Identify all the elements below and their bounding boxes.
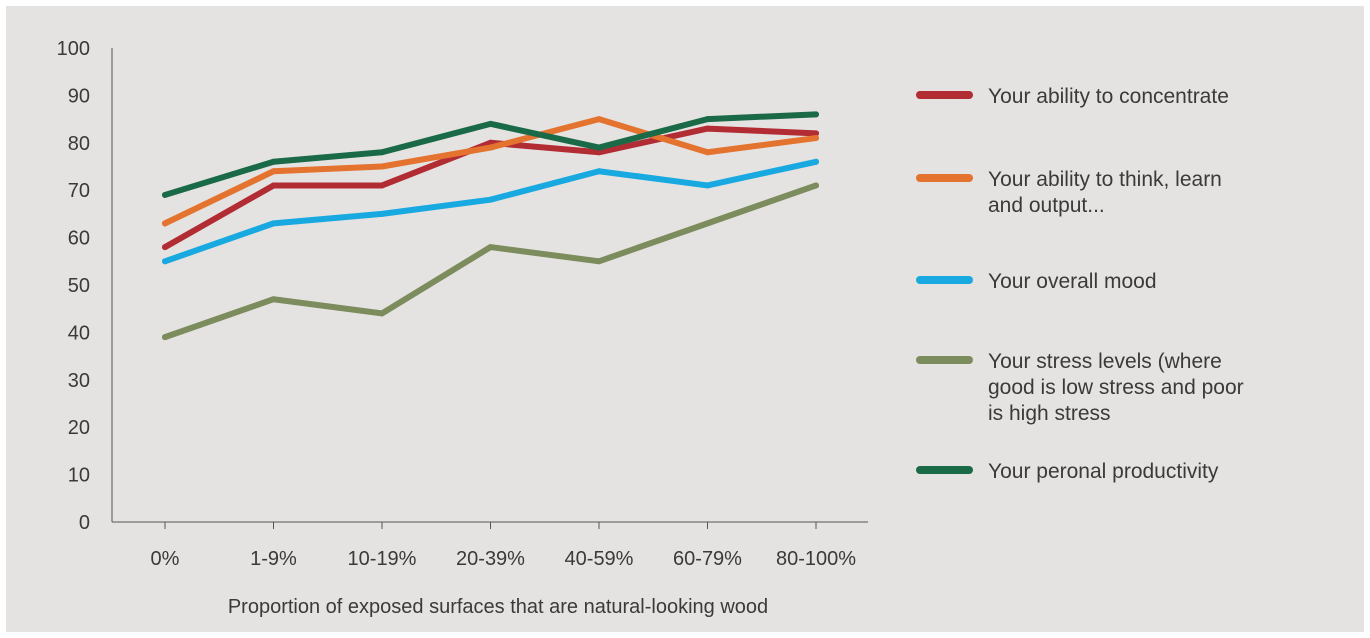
data-point: [596, 149, 602, 156]
data-point: [596, 116, 602, 123]
axes: 0 10 20 30 40 50 60 70 80 90 100 0% 1-9% 10-19% 20-39%…: [57, 38, 868, 570]
data-point: [270, 168, 277, 175]
x-axis-title: Proportion of exposed surfaces that are …: [228, 596, 768, 618]
data-point: [704, 182, 711, 189]
y-tick-label: 30: [68, 370, 90, 392]
y-tick-label: 10: [68, 465, 90, 487]
data-point: [379, 163, 385, 170]
line-chart: 0 10 20 30 40 50 60 70 80 90 100 0% 1-9% 10-19% 20-39%…: [57, 38, 1244, 618]
x-tick-label: 10-19%: [348, 548, 417, 570]
y-tick-label: 80: [68, 133, 90, 155]
series-line-4: [162, 182, 819, 341]
y-tick-label: 20: [68, 417, 90, 439]
x-tick-label: 40-59%: [565, 548, 634, 570]
data-point: [487, 120, 494, 127]
y-tick-label: 70: [68, 180, 90, 202]
data-point: [379, 149, 385, 156]
data-point: [487, 196, 494, 203]
x-tick-label: 20-39%: [456, 548, 525, 570]
data-point: [813, 182, 819, 189]
data-point: [704, 125, 711, 132]
data-point: [487, 244, 494, 251]
data-point: [162, 244, 168, 251]
series-lines: [162, 111, 819, 341]
data-point: [813, 135, 819, 142]
data-point: [704, 220, 711, 227]
data-point: [379, 210, 385, 217]
legend-label: is high stress: [988, 402, 1111, 425]
legend-label: Your peronal productivity: [988, 460, 1219, 483]
legend-item: Your peronal productivity: [916, 460, 1219, 483]
data-point: [487, 144, 494, 151]
y-tick-label: 0: [79, 512, 90, 534]
data-point: [704, 116, 711, 123]
y-tick-label: 90: [68, 85, 90, 107]
y-tick-label: 60: [68, 228, 90, 250]
y-tick-label: 40: [68, 322, 90, 344]
legend-label: Your ability to concentrate: [988, 85, 1229, 108]
legend-label: Your ability to think, learn: [988, 168, 1222, 191]
legend-item: Your stress levels (where good is low str…: [916, 350, 1244, 425]
data-point: [813, 130, 819, 137]
data-point: [162, 258, 168, 265]
x-tick-label: 0%: [151, 548, 180, 570]
data-point: [162, 220, 168, 227]
data-point: [270, 182, 277, 189]
data-point: [379, 182, 385, 189]
data-point: [270, 220, 277, 227]
y-tick-label: 50: [68, 275, 90, 297]
data-point: [596, 144, 602, 151]
data-point: [162, 191, 168, 198]
chart-panel: 0 10 20 30 40 50 60 70 80 90 100 0% 1-9% 10-19% 20-39%…: [6, 6, 1364, 632]
legend-item: Your ability to think, learn and output..…: [916, 168, 1222, 217]
legend-item: Your overall mood: [916, 270, 1157, 293]
legend-label: Your overall mood: [988, 270, 1157, 293]
data-point: [162, 334, 168, 341]
data-point: [596, 258, 602, 265]
series-line-2: [162, 116, 819, 227]
legend: Your ability to concentrate Your ability …: [916, 85, 1244, 483]
legend-item: Your ability to concentrate: [916, 85, 1229, 108]
x-tick-label: 80-100%: [776, 548, 856, 570]
data-point: [813, 111, 819, 118]
data-point: [270, 158, 277, 165]
data-point: [704, 149, 711, 156]
x-tick-label: 1-9%: [250, 548, 297, 570]
legend-label: and output...: [988, 194, 1105, 217]
legend-label: Your stress levels (where: [988, 350, 1222, 373]
data-point: [596, 168, 602, 175]
x-tick-label: 60-79%: [673, 548, 742, 570]
legend-label: good is low stress and poor: [988, 376, 1244, 399]
data-point: [379, 310, 385, 317]
data-point: [270, 296, 277, 303]
data-point: [813, 158, 819, 165]
y-tick-label: 100: [57, 38, 90, 60]
